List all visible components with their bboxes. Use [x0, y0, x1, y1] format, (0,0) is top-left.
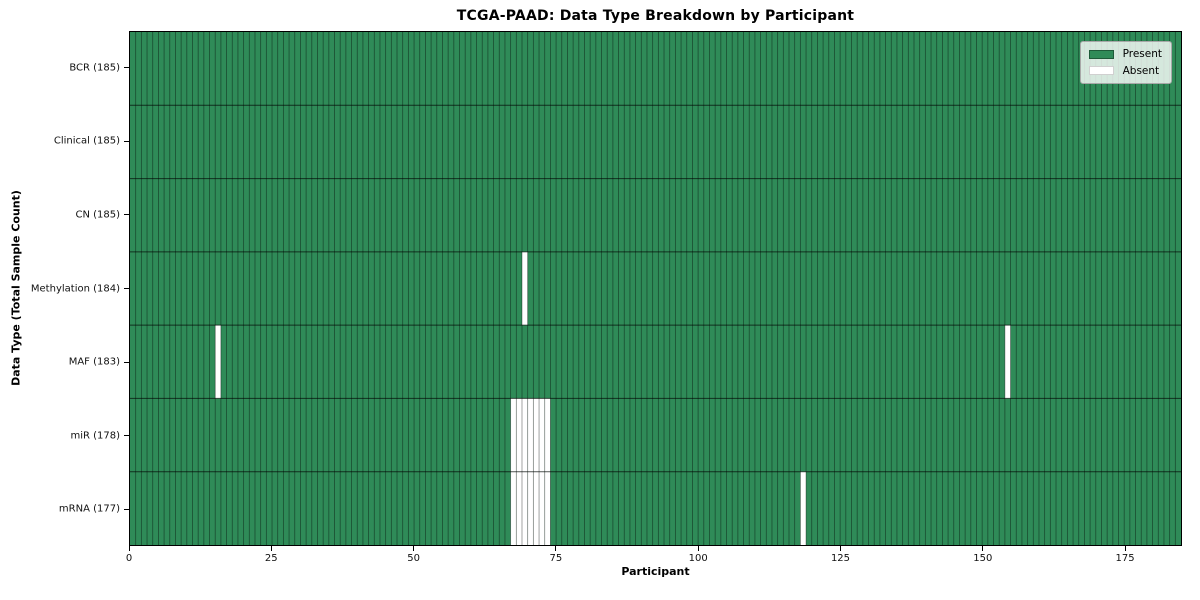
plot-area: Present Absent: [129, 31, 1182, 546]
y-tick-mark: [124, 508, 129, 510]
legend: Present Absent: [1079, 41, 1172, 84]
legend-absent-swatch: [1088, 66, 1114, 76]
y-tick-label: mRNA (177): [58, 503, 120, 515]
y-tick-mark: [124, 214, 129, 216]
y-tick-mark: [124, 435, 129, 437]
y-tick-mark: [124, 361, 129, 363]
x-tick-mark: [697, 546, 699, 551]
y-axis-ticks: BCR (185) Clinical (185) CN (185) Methylati…: [0, 31, 129, 546]
absent-cell: [527, 398, 534, 472]
legend-present-label: Present: [1122, 48, 1162, 60]
y-tick-label: Methylation (184): [30, 283, 120, 294]
absent-cell: [533, 471, 540, 545]
absent-cell: [544, 471, 551, 545]
y-tick-mark: [124, 67, 129, 69]
x-tick-mark: [128, 546, 130, 551]
absent-cell: [1004, 325, 1011, 399]
absent-cell: [527, 471, 534, 545]
absent-cell: [800, 471, 807, 545]
x-tick-label: 25: [264, 553, 278, 564]
y-tick-mark: [124, 140, 129, 142]
absent-cell: [521, 398, 528, 472]
x-tick-mark: [839, 546, 841, 551]
x-tick-mark: [413, 546, 415, 551]
x-tick-label: 175: [1115, 553, 1135, 564]
x-tick-label: 150: [973, 553, 993, 564]
absent-cell: [539, 471, 545, 545]
x-tick-mark: [555, 546, 557, 551]
absent-cell: [510, 398, 517, 472]
legend-absent-label: Absent: [1122, 64, 1160, 77]
absent-cell: [215, 325, 221, 399]
absent-cell: [516, 398, 522, 472]
absent-cell: [521, 471, 528, 545]
absent-cell: [510, 471, 517, 545]
y-tick-label: Clinical (185): [53, 135, 120, 147]
x-tick-mark: [270, 546, 272, 551]
absent-cell: [539, 398, 545, 472]
heatmap-grid: [130, 32, 1181, 545]
legend-item-absent: Absent: [1088, 64, 1162, 77]
x-tick-mark: [1124, 546, 1126, 551]
x-tick-label: 50: [407, 553, 420, 564]
x-tick-label: 0: [125, 553, 133, 564]
x-axis-ticks: 0 25 50 75 100 125 150 175: [125, 546, 1182, 568]
chart-title: TCGA-PAAD: Data Type Breakdown by Partic…: [456, 8, 855, 24]
x-axis-label: Participant: [621, 565, 690, 578]
y-tick-label: CN (185): [75, 209, 120, 221]
x-tick-label: 125: [830, 553, 851, 564]
present-background: [130, 32, 1181, 545]
legend-item-present: Present: [1088, 48, 1162, 60]
absent-cell: [544, 398, 551, 472]
x-tick-mark: [982, 546, 984, 551]
y-tick-label: BCR (185): [69, 62, 120, 74]
y-tick-label: MAF (183): [68, 356, 120, 368]
x-tick-label: 75: [549, 553, 563, 564]
absent-cell: [516, 471, 522, 545]
y-tick-label: miR (178): [70, 430, 120, 442]
legend-present-swatch: [1088, 49, 1114, 59]
y-tick-mark: [124, 288, 129, 289]
x-tick-label: 100: [688, 553, 708, 564]
absent-cell: [533, 398, 540, 472]
absent-cell: [521, 251, 528, 326]
